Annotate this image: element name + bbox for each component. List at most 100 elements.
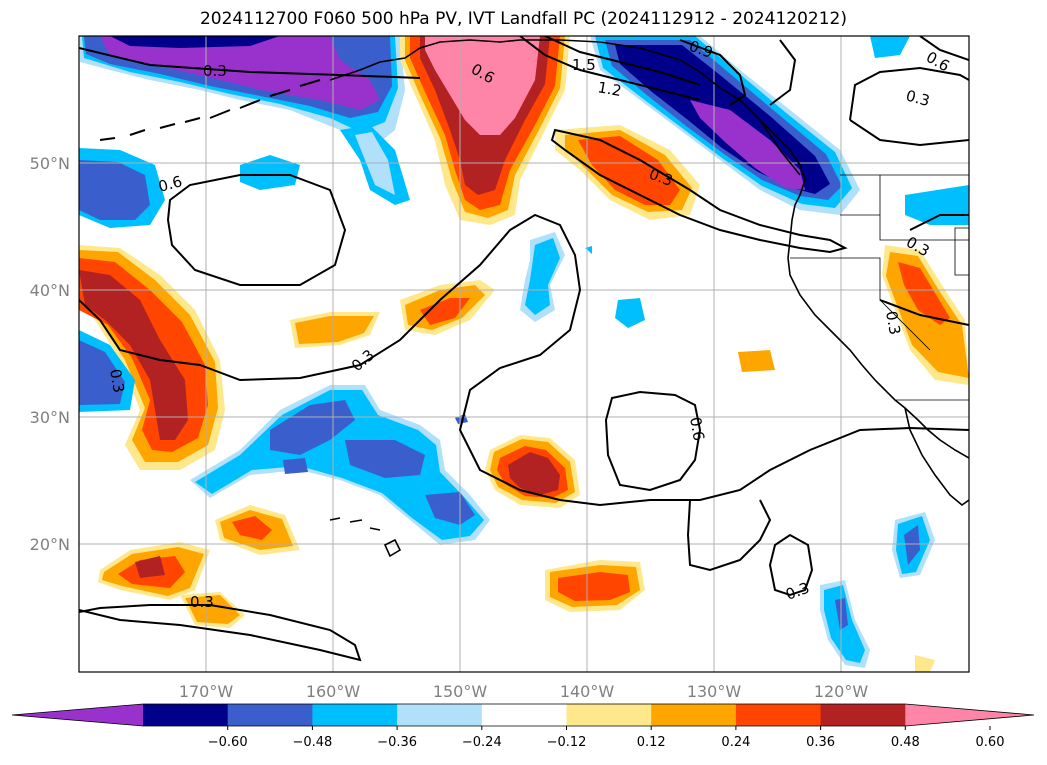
- colorbar-tick-label: 0.12: [637, 735, 666, 750]
- contour-line: [519, 36, 701, 101]
- lon-label: 170°W: [179, 682, 234, 701]
- contour-label: 0.3: [190, 593, 214, 611]
- pv-negative-region: [79, 340, 125, 405]
- contour-label: 0.6: [686, 416, 708, 443]
- contour-label: 0.3: [882, 310, 904, 337]
- pv-positive-region: [295, 316, 374, 344]
- contour-line: [79, 213, 969, 507]
- pv-negative-region: [100, 36, 380, 110]
- colorbar-tick-label: −0.24: [462, 735, 502, 750]
- lon-label: 150°W: [433, 682, 488, 701]
- contour-label: 1.2: [596, 78, 623, 100]
- map-content: 0.3 0.3 0.3 0.3 0.3 0.3 0.3 0.3 0.6 0.6 …: [79, 36, 969, 672]
- contour-line: [604, 390, 702, 492]
- pv-negative-region: [870, 36, 910, 58]
- lon-label: 120°W: [814, 682, 869, 701]
- contour-line: [919, 36, 969, 61]
- pv-contours: [79, 36, 969, 662]
- colorbar-tick-label: −0.36: [377, 735, 417, 750]
- map-frame: [78, 35, 970, 673]
- contour-line: [686, 499, 772, 572]
- lon-axis-labels: 170°W 160°W 150°W 140°W 130°W 120°W: [179, 682, 869, 701]
- pv-negative-region: [283, 458, 308, 474]
- coastlines: [99, 39, 969, 558]
- colorbar-tick-label: 0.48: [891, 735, 920, 750]
- contour-line: [879, 299, 969, 326]
- colorbar-segment: [397, 704, 483, 726]
- contour-line: [679, 39, 747, 106]
- pv-negative-region: [79, 160, 150, 220]
- pv-positive-region: [915, 655, 935, 672]
- lon-label: 160°W: [306, 682, 361, 701]
- colorbar-segment: [312, 704, 398, 726]
- colorbar-tick-label: 0.36: [806, 735, 835, 750]
- contour-line: [909, 214, 969, 231]
- colorbar-segment: [820, 704, 906, 726]
- aleutian-islands: [99, 79, 321, 141]
- pv-negative-region: [110, 36, 280, 48]
- contour-line: [550, 128, 848, 254]
- colorbar-outline: [11, 703, 1035, 727]
- state-border: [879, 175, 969, 241]
- pv-positive-region: [185, 595, 240, 624]
- pv-positive-region: [420, 298, 470, 325]
- alaska-coastline: [329, 39, 801, 176]
- lat-label: 40°N: [30, 281, 70, 300]
- contour-line: [849, 119, 969, 147]
- pv-positive-region: [898, 262, 950, 325]
- pv-negative-region: [425, 492, 475, 525]
- colorbar-tick-label: 0.24: [721, 735, 750, 750]
- colorbar-tick-label: −0.48: [292, 735, 332, 750]
- contour-label: 0.3: [904, 86, 932, 110]
- colorbar-tick-label: −0.60: [208, 735, 248, 750]
- pv-negative-region: [240, 155, 300, 190]
- pv-positive-region: [508, 452, 560, 495]
- pv-negative-region: [525, 238, 560, 315]
- contour-line: [79, 47, 421, 79]
- contour-line: [166, 174, 347, 286]
- bc-coastline: [759, 119, 806, 259]
- pv-negative-region: [904, 525, 920, 565]
- state-border: [954, 227, 969, 276]
- lat-label: 50°N: [30, 154, 70, 173]
- pv-positive-region: [738, 350, 775, 372]
- colorbar-tick-label: 0.60: [976, 735, 1005, 750]
- pv-negative-region: [615, 298, 645, 328]
- pv-positive-region: [558, 572, 630, 601]
- contour-label: 1.5: [572, 56, 596, 74]
- lon-label: 130°W: [687, 682, 742, 701]
- pv-negative-region: [195, 390, 484, 540]
- colorbar: −0.60 −0.48 −0.36 −0.24 −0.12 0.12 0.24 0.36 0.4…: [11, 703, 1035, 750]
- hawaii-islands: [329, 517, 402, 558]
- lat-axis-labels: 20°N 30°N 40°N 50°N: [30, 154, 70, 554]
- colorbar-tick-label: −0.12: [547, 735, 587, 750]
- contour-line: [769, 39, 797, 106]
- contour-line: [849, 66, 969, 121]
- pv-positive-region: [232, 516, 272, 540]
- lat-label: 30°N: [30, 408, 70, 427]
- map-title: 2024112700 F060 500 hPa PV, IVT Landfall…: [199, 9, 847, 29]
- political-borders: [790, 174, 969, 401]
- pv-negative-region: [270, 400, 355, 455]
- colorbar-segment: [481, 704, 567, 726]
- contour-label: 0.3: [203, 62, 227, 80]
- gridlines: [79, 36, 969, 672]
- contour-line: [79, 604, 362, 662]
- state-border: [790, 257, 931, 351]
- pv-negative-region: [345, 440, 425, 478]
- baja-coastline: [904, 407, 969, 507]
- colorbar-segment: [735, 704, 822, 726]
- contour-line: [768, 533, 814, 597]
- colorbar-extend-high: [905, 704, 1034, 726]
- colorbar-segment: [651, 704, 737, 726]
- colorbar-segment: [227, 704, 313, 726]
- colorbar-extend-low: [12, 704, 143, 726]
- lon-label: 140°W: [560, 682, 615, 701]
- colorbar-segment: [143, 704, 229, 726]
- us-west-coastline: [787, 257, 969, 459]
- pv-positive-region: [79, 270, 188, 440]
- colorbar-segment: [566, 704, 652, 726]
- pv-shading: [79, 36, 969, 672]
- lat-label: 20°N: [30, 535, 70, 554]
